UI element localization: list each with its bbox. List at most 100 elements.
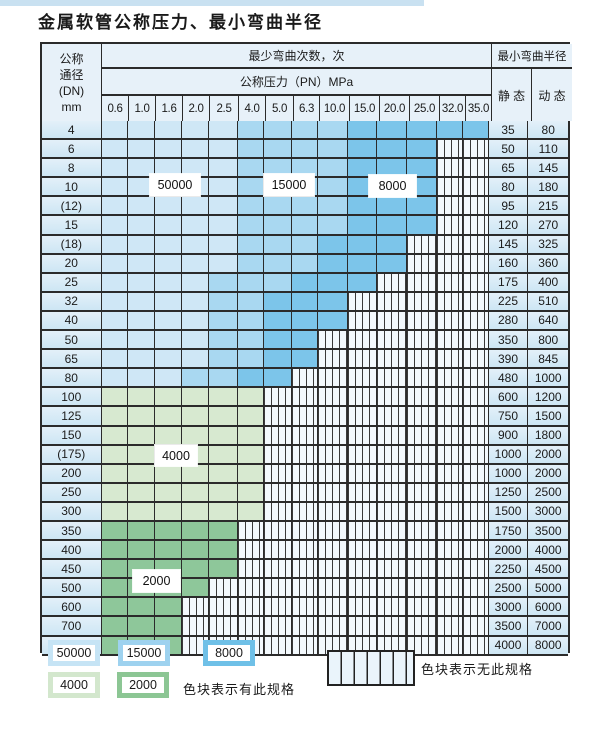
no-spec-cell (292, 598, 318, 618)
spec-cell-50000 (128, 197, 156, 217)
dynamic-radius-cell: 270 (528, 216, 569, 236)
spec-cell-50000 (155, 369, 182, 389)
dynamic-radius-cell: 800 (528, 331, 569, 351)
no-spec-cell (377, 502, 408, 522)
spec-table: 公称 通径 (DN) mm 最少弯曲次数，次 最小弯曲半径 公称压力（PN）MP… (40, 42, 572, 656)
static-radius-cell: 120 (488, 216, 529, 236)
spec-cell-8000 (317, 254, 348, 274)
legend-swatch-8000: 8000 (203, 640, 255, 666)
no-spec-cell (347, 617, 378, 637)
spec-cell-15000 (237, 331, 265, 351)
spec-cell-2000 (101, 598, 129, 618)
dynamic-radius-cell: 1000 (528, 369, 569, 389)
spec-cell-4000 (208, 464, 238, 484)
no-spec-cell (292, 521, 318, 542)
no-spec-cell (407, 636, 438, 656)
no-spec-cell (407, 388, 438, 408)
spec-cell-15000 (208, 273, 238, 293)
header-dn: 公称 通径 (DN) mm (42, 44, 102, 121)
spec-cell-15000 (237, 197, 265, 217)
static-radius-cell: 1250 (488, 483, 529, 503)
dynamic-radius-cell: 1500 (528, 407, 569, 427)
spec-cell-50000 (101, 292, 129, 312)
static-radius-cell: 95 (488, 197, 529, 217)
no-spec-cell (462, 407, 489, 427)
dn-cell: 350 (42, 521, 102, 542)
no-spec-cell (292, 502, 318, 522)
dynamic-radius-cell: 3500 (528, 521, 569, 542)
no-spec-cell (347, 521, 378, 542)
pressure-col-header: 1.0 (129, 96, 156, 121)
region-label-4000: 4000 (155, 445, 197, 466)
spec-cell-4000 (237, 464, 265, 484)
no-spec-cell (292, 617, 318, 637)
spec-cell-15000 (292, 140, 318, 160)
dn-cell: 100 (42, 388, 102, 408)
no-spec-cell (317, 598, 348, 618)
no-spec-cell (407, 579, 438, 599)
spec-cell-50000 (181, 140, 209, 160)
spec-cell-2000 (181, 560, 209, 580)
dn-cell: 40 (42, 311, 102, 332)
header-dynamic: 动 态 (532, 69, 572, 121)
spec-cell-4000 (181, 407, 209, 427)
no-spec-cell (317, 502, 348, 522)
spec-cell-8000 (377, 216, 408, 236)
no-spec-cell (462, 331, 489, 351)
no-spec-cell (292, 464, 318, 484)
spec-cell-4000 (101, 407, 129, 427)
spec-cell-4000 (181, 502, 209, 522)
spec-cell-50000 (128, 273, 156, 293)
no-spec-cell (181, 636, 209, 656)
no-spec-cell (347, 560, 378, 580)
spec-cell-4000 (237, 502, 265, 522)
spec-cell-50000 (101, 254, 129, 274)
pressure-col-header: 4.0 (239, 96, 266, 121)
header-static: 静 态 (492, 69, 532, 121)
spec-cell-50000 (101, 311, 129, 332)
pressure-col-header: 15.0 (350, 96, 380, 121)
spec-cell-50000 (181, 121, 209, 141)
pressure-col-header: 32.0 (440, 96, 466, 121)
spec-cell-15000 (317, 140, 348, 160)
dn-cell: 6 (42, 140, 102, 160)
spec-cell-50000 (155, 216, 182, 236)
spec-cell-4000 (208, 426, 238, 446)
static-radius-cell: 480 (488, 369, 529, 389)
spec-cell-15000 (317, 121, 348, 141)
table-row: 20 160 360 (42, 254, 569, 274)
legend-swatch-50000: 50000 (48, 640, 100, 666)
no-spec-cell (462, 617, 489, 637)
no-spec-cell (292, 426, 318, 446)
spec-cell-2000 (128, 598, 156, 618)
spec-cell-50000 (155, 350, 182, 370)
table-row: 150 900 1800 (42, 426, 569, 446)
static-radius-cell: 3000 (488, 598, 529, 618)
table-row: 700 3500 7000 (42, 617, 569, 637)
no-spec-cell (347, 311, 378, 332)
no-spec-cell (264, 388, 293, 408)
no-spec-cell (264, 483, 293, 503)
spec-cell-15000 (237, 216, 265, 236)
no-spec-cell (377, 426, 408, 446)
spec-cell-50000 (128, 331, 156, 351)
spec-cell-4000 (128, 483, 156, 503)
table-row: 25 175 400 (42, 273, 569, 293)
no-spec-cell (317, 407, 348, 427)
spec-cell-2000 (128, 617, 156, 637)
spec-cell-15000 (237, 235, 265, 255)
no-spec-cell (377, 407, 408, 427)
table-row: 32 225 510 (42, 292, 569, 312)
no-spec-cell (437, 579, 463, 599)
legend-has-spec-text: 色块表示有此规格 (183, 682, 296, 697)
dn-cell: 4 (42, 121, 102, 141)
dynamic-radius-cell: 7000 (528, 617, 569, 637)
no-spec-cell (407, 464, 438, 484)
dynamic-radius-cell: 4500 (528, 560, 569, 580)
spec-cell-4000 (181, 483, 209, 503)
no-spec-cell (377, 464, 408, 484)
no-spec-cell (462, 636, 489, 656)
spec-cell-4000 (155, 407, 182, 427)
region-label-15000: 15000 (264, 174, 314, 196)
